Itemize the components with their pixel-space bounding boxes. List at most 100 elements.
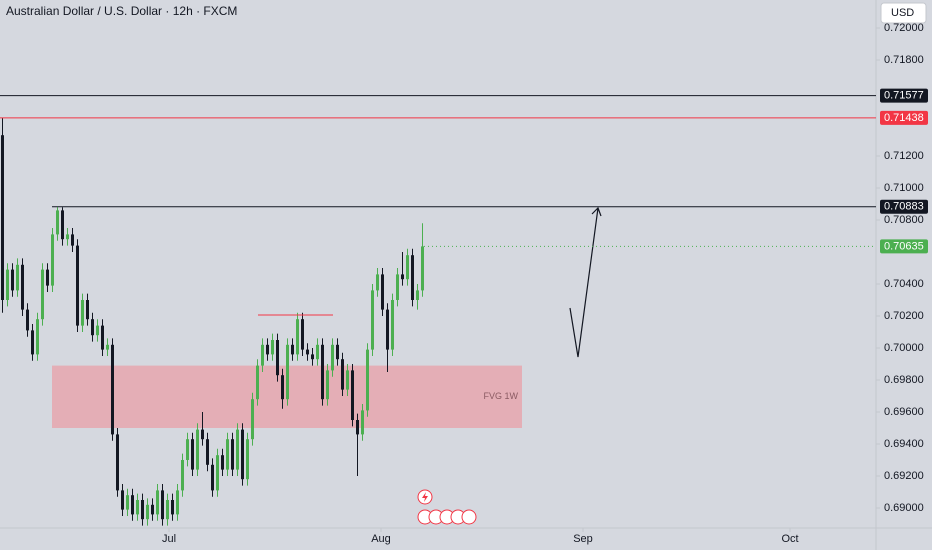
candle-body (61, 210, 64, 240)
level-label-box (880, 239, 928, 254)
candle-body (401, 274, 404, 280)
candle-body (216, 455, 219, 491)
level-label-box (880, 199, 928, 214)
y-tick-label: 0.71200 (884, 150, 924, 162)
candle-body (191, 439, 194, 470)
candle-body (141, 500, 144, 520)
x-tick-label: Jul (162, 533, 176, 545)
arrow-drawing (569, 206, 602, 358)
fvg-label: FVG 1W (483, 391, 518, 401)
candle-body (31, 330, 34, 355)
candle-body (206, 439, 209, 465)
currency-label: USD (891, 7, 914, 19)
candle-body (286, 344, 289, 400)
candle-body (221, 455, 224, 470)
candle-body (306, 349, 309, 355)
candle-body (16, 264, 19, 291)
candle-body (396, 274, 399, 300)
y-tick-label: 0.69200 (884, 470, 924, 482)
chart-title: Australian Dollar / U.S. Dollar · 12h · … (6, 4, 237, 18)
y-tick-label: 0.70800 (884, 214, 924, 226)
candle-body (296, 319, 299, 355)
event-icon[interactable] (461, 509, 477, 525)
event-icons (417, 489, 477, 525)
candle-body (71, 234, 74, 246)
candle-body (311, 354, 314, 360)
candle-body (116, 434, 119, 491)
y-tick-label: 0.69000 (884, 502, 924, 514)
level-label: 0.71577 (884, 90, 924, 102)
level-label: 0.70635 (884, 240, 924, 252)
candle-body (11, 269, 14, 291)
candle-body (211, 464, 214, 491)
candle-body (316, 344, 319, 360)
currency-button[interactable] (880, 2, 927, 24)
candle-body (371, 290, 374, 350)
candle-body (181, 460, 184, 491)
candle-body (421, 246, 424, 291)
candle-body (331, 344, 334, 371)
candle-body (81, 300, 84, 326)
candle-body (131, 495, 134, 515)
level-label: 0.71438 (884, 112, 924, 124)
y-tick-label: 0.72000 (884, 22, 924, 34)
candle-body (351, 370, 354, 420)
candle-body (281, 375, 284, 400)
candle-body (66, 234, 69, 240)
candle-body (96, 325, 99, 336)
candle-body (46, 269, 49, 286)
candle-body (256, 365, 259, 400)
candle-body (1, 135, 4, 300)
candle-body (51, 234, 54, 286)
candle-body (241, 429, 244, 480)
x-tick-label: Sep (573, 533, 593, 545)
candle-body (201, 429, 204, 440)
candle-body (326, 370, 329, 400)
candle-body (246, 439, 249, 480)
candle-body (6, 269, 9, 300)
lightning-icon (422, 492, 428, 502)
candle-body (171, 500, 174, 515)
level-label-box (880, 88, 928, 103)
candle-body (186, 439, 189, 460)
candle-body (261, 344, 264, 366)
candle-body (151, 504, 154, 515)
candle-body (406, 255, 409, 280)
candle-body (56, 210, 59, 235)
candle-body (166, 500, 169, 520)
y-tick-label: 0.70400 (884, 278, 924, 290)
y-tick-label: 0.69400 (884, 438, 924, 450)
candle-body (126, 495, 129, 510)
candle-body (381, 274, 384, 310)
candle-body (231, 439, 234, 470)
candle-body (386, 309, 389, 350)
candle-body (26, 309, 29, 331)
candle-body (291, 344, 294, 355)
candle-body (91, 319, 94, 336)
candle-body (346, 370, 349, 390)
candle-body (366, 349, 369, 411)
candle-body (266, 344, 269, 355)
y-tick-label: 0.71800 (884, 54, 924, 66)
candle-body (41, 269, 44, 320)
candle-body (336, 344, 339, 360)
x-tick-label: Aug (371, 533, 391, 545)
candle-body (146, 504, 149, 520)
candle-body (361, 410, 364, 435)
candle-body (321, 344, 324, 400)
candle-body (251, 399, 254, 440)
y-tick-label: 0.70200 (884, 310, 924, 322)
candle-body (121, 490, 124, 510)
candle-body (106, 344, 109, 350)
level-label: 0.70883 (884, 201, 924, 213)
candle-body (76, 245, 79, 326)
y-tick-label: 0.69600 (884, 406, 924, 418)
level-label-box (880, 110, 928, 125)
candle-body (271, 340, 274, 355)
candle-body (416, 290, 419, 300)
candle-body (226, 439, 229, 470)
candle-body (156, 490, 159, 515)
candle-body (236, 429, 239, 470)
